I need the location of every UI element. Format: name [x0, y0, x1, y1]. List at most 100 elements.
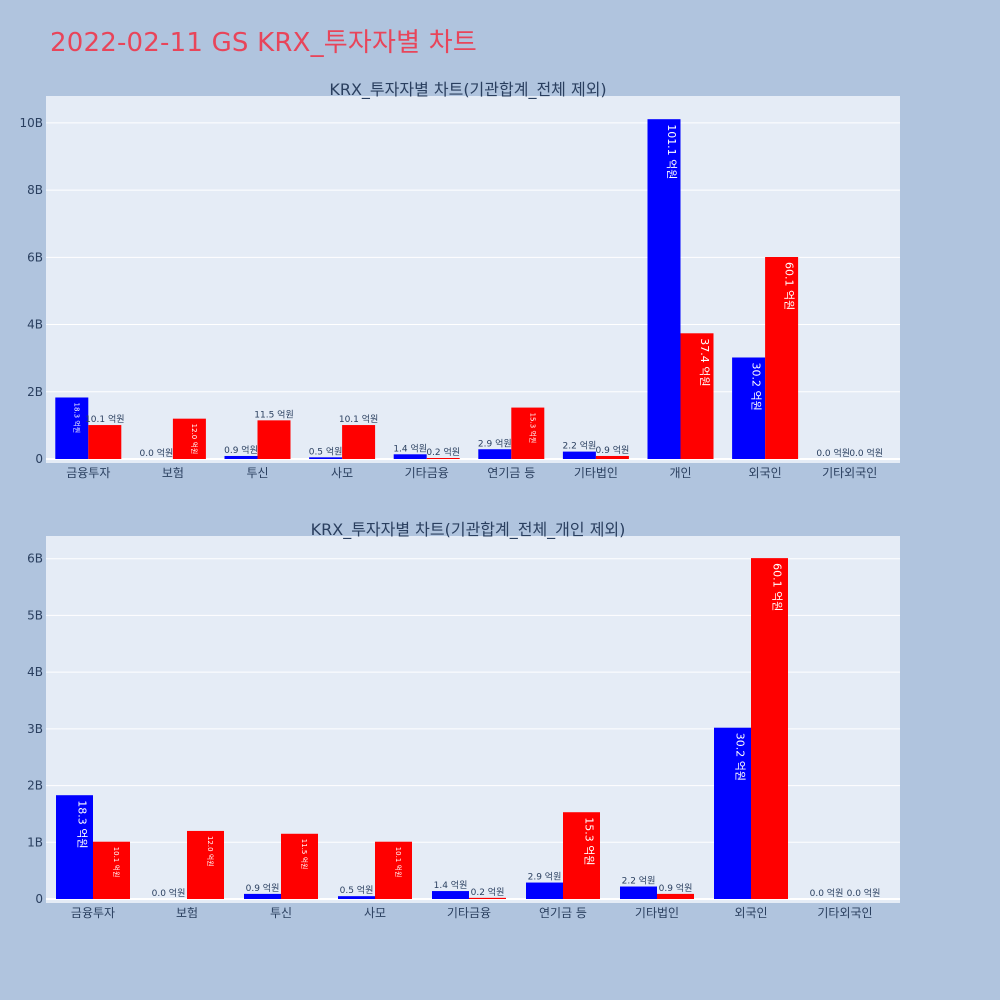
x-tick-label: 보험 [162, 466, 184, 480]
bar [765, 256, 799, 459]
data-label: 37.4 억원 [698, 338, 711, 386]
y-tick-label: 0 [35, 452, 43, 466]
y-tick-label: 6B [27, 552, 43, 566]
x-tick-label: 기타법인 [574, 466, 618, 480]
data-label: 10.1 억원 [112, 847, 121, 878]
data-label: 1.4 억원 [393, 442, 427, 454]
x-tick-label: 기타외국인 [817, 906, 872, 920]
data-label: 60.1 억원 [782, 262, 795, 310]
data-label: 0.0 억원 [847, 887, 881, 899]
bar [257, 420, 291, 459]
y-tick-label: 3B [27, 722, 43, 736]
data-label: 30.2 억원 [749, 362, 762, 410]
bar [338, 896, 375, 899]
bar [426, 458, 460, 459]
x-tick-label: 기타외국인 [822, 466, 877, 480]
y-tick-label: 2B [27, 779, 43, 793]
data-label: 0.2 억원 [426, 446, 460, 458]
data-label: 101.1 억원 [665, 124, 678, 179]
bar [187, 830, 224, 899]
y-tick-label: 0 [35, 892, 43, 906]
data-label: 0.0 억원 [816, 447, 850, 459]
data-label: 30.2 억원 [733, 733, 746, 781]
bar [309, 457, 343, 459]
bar [714, 727, 751, 899]
x-tick-label: 금융투자 [71, 906, 115, 920]
chart-panel-1: 0 2B 4B 6B 8B 10B KRX_투자자별 차트(기관합계_전체 제외) 금융투자 1… [19, 80, 900, 480]
data-label: 15.3 억원 [528, 413, 537, 444]
bar [224, 455, 258, 459]
data-label: 0.0 억원 [140, 447, 174, 459]
bar [595, 455, 629, 459]
bar [88, 425, 122, 459]
x-tick-label: 금융투자 [66, 466, 110, 480]
bar [620, 886, 657, 899]
bar [342, 425, 376, 459]
bar [511, 407, 545, 459]
bar [172, 418, 206, 459]
bar [375, 841, 412, 899]
data-label: 12.0 억원 [206, 836, 215, 867]
chart-title: KRX_투자자별 차트(기관합계_전체 제외) [329, 80, 606, 100]
x-tick-label: 연기금 등 [539, 906, 587, 920]
chart-title: KRX_투자자별 차트(기관합계_전체_개인 제외) [311, 520, 626, 540]
data-label: 0.9 억원 [659, 882, 693, 894]
bar [657, 893, 694, 899]
bar [563, 812, 600, 899]
data-label: 18.3 억원 [75, 800, 88, 848]
y-tick-label: 8B [27, 183, 43, 197]
data-label: 0.9 억원 [224, 444, 258, 456]
data-label: 0.5 억원 [340, 884, 374, 896]
bar [56, 795, 93, 899]
page-title: 2022-02-11 GS KRX_투자자별 차트 [50, 28, 477, 58]
data-label: 2.2 억원 [622, 875, 656, 887]
x-tick-label: 보험 [176, 906, 198, 920]
bar [647, 119, 681, 460]
data-label: 0.0 억원 [849, 447, 883, 459]
x-tick-label: 사모 [364, 906, 386, 920]
x-tick-label: 외국인 [734, 906, 767, 920]
data-label: 12.0 억원 [190, 424, 199, 455]
data-label: 0.5 억원 [309, 445, 343, 457]
data-label: 15.3 억원 [582, 817, 595, 865]
bar [478, 449, 512, 459]
bar [281, 833, 318, 899]
data-label: 11.5 억원 [254, 408, 293, 420]
bar [526, 882, 563, 899]
y-tick-label: 6B [27, 250, 43, 264]
data-label: 10.1 억원 [339, 413, 378, 425]
data-label: 1.4 억원 [434, 879, 468, 891]
data-label: 11.5 억원 [300, 839, 309, 870]
data-label: 2.2 억원 [563, 440, 597, 452]
y-tick-label: 4B [27, 318, 43, 332]
data-label: 2.9 억원 [528, 871, 562, 883]
y-tick-label: 1B [27, 835, 43, 849]
x-tick-label: 투신 [246, 466, 268, 480]
bar [469, 897, 506, 899]
y-tick-label: 5B [27, 608, 43, 622]
x-tick-label: 투신 [270, 906, 292, 920]
x-tick-label: 기타금융 [405, 466, 449, 480]
data-label: 60.1 억원 [770, 563, 783, 611]
x-tick-label: 기타법인 [635, 906, 679, 920]
data-label: 18.3 억원 [72, 402, 81, 433]
data-label: 10.1 억원 [85, 413, 124, 425]
bar [393, 454, 427, 459]
data-label: 0.0 억원 [810, 887, 844, 899]
x-tick-label: 기타금융 [447, 906, 491, 920]
y-tick-label: 10B [19, 116, 43, 130]
bar [432, 891, 469, 899]
bar [93, 841, 130, 899]
bar [244, 893, 281, 899]
data-label: 0.9 억원 [596, 444, 630, 456]
bar [751, 558, 788, 899]
data-label: 0.0 억원 [152, 887, 186, 899]
x-tick-label: 사모 [331, 466, 353, 480]
bar [732, 357, 766, 459]
chart-panel-2: 0 1B 2B 3B 4B 5B 6B KRX_투자자별 차트(기관합계_전체_개인 제외) 금… [27, 520, 900, 920]
x-tick-label: 외국인 [749, 466, 782, 480]
bar [562, 451, 596, 459]
x-tick-label: 개인 [669, 466, 691, 480]
data-label: 10.1 억원 [394, 847, 403, 878]
